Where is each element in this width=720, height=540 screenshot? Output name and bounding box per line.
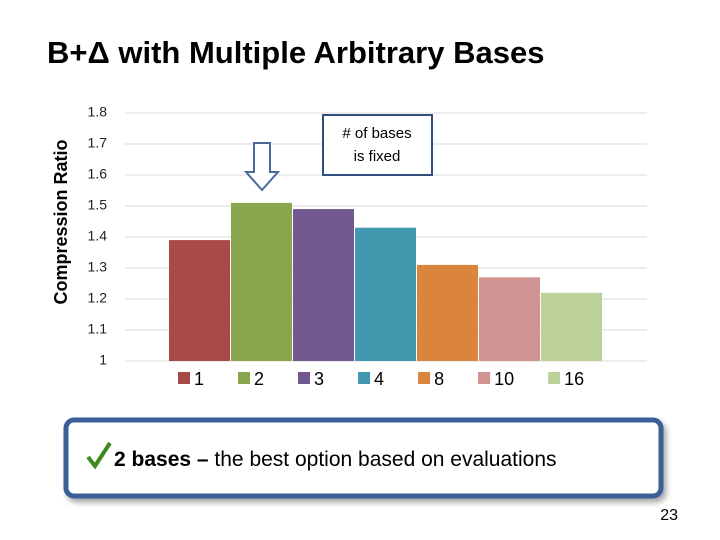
y-tick-label: 1.7 (88, 135, 108, 151)
legend-label: 8 (434, 369, 444, 389)
callout-bold: 2 bases – (114, 448, 209, 471)
bar (355, 227, 416, 361)
legend-label: 3 (314, 369, 324, 389)
y-tick-label: 1 (99, 352, 107, 368)
y-tick-label: 1.5 (88, 197, 108, 213)
legend-swatch (298, 372, 311, 384)
legend-swatch (358, 372, 371, 384)
legend-label: 16 (564, 369, 584, 389)
legend-swatch (548, 372, 561, 384)
annotation-line: # of bases (342, 125, 411, 142)
y-tick-label: 1.6 (88, 166, 108, 182)
bar (293, 209, 354, 361)
legend-label: 2 (254, 369, 264, 389)
bar (479, 277, 540, 361)
y-tick-label: 1.2 (88, 290, 108, 306)
y-tick-label: 1.1 (88, 321, 108, 337)
page-number: 23 (660, 507, 678, 524)
y-tick-label: 1.4 (88, 228, 108, 244)
callout-rest: the best option based on evaluations (214, 448, 556, 471)
legend-label: 10 (494, 369, 514, 389)
y-tick-label: 1.8 (88, 104, 108, 120)
callout-text: 2 bases – the best option based on evalu… (114, 448, 557, 471)
annotation-box (322, 114, 433, 176)
bar (231, 202, 292, 361)
y-tick-label: 1.3 (88, 259, 108, 275)
y-axis-label: Compression Ratio (51, 139, 71, 304)
legend-label: 4 (374, 369, 384, 389)
plot-area: 1 1.1 1.2 1.3 1.4 1.5 1.6 1.7 1.8 1 2 3 4 8 10 16 (88, 104, 647, 389)
legend-swatch (178, 372, 190, 384)
callout-box (63, 417, 664, 499)
bar (169, 240, 230, 361)
legend-swatch (238, 372, 251, 384)
legend-swatch (418, 372, 431, 384)
arrow (243, 142, 281, 192)
bar (541, 292, 602, 361)
bar (417, 264, 478, 361)
annotation-line: is fixed (354, 148, 401, 165)
legend-swatch (478, 372, 491, 384)
legend-label: 1 (194, 369, 204, 389)
slide-title: B+Δ with Multiple Arbitrary Bases (47, 35, 544, 70)
check-icon (86, 441, 112, 470)
